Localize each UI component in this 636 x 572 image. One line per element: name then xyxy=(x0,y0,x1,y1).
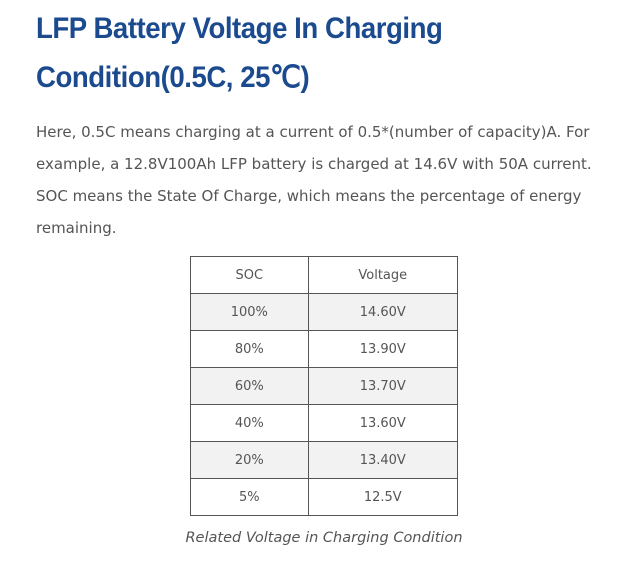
table-header-row: SOC Voltage xyxy=(190,256,459,294)
cell-voltage: 13.90V xyxy=(307,330,459,368)
table-row: 20% 13.40V xyxy=(190,441,459,479)
cell-soc: 60% xyxy=(190,367,309,405)
cell-soc: 40% xyxy=(190,404,309,442)
cell-voltage: 13.40V xyxy=(307,441,459,479)
table-row: 60% 13.70V xyxy=(190,367,459,405)
table-row: 100% 14.60V xyxy=(190,293,459,331)
voltage-table: SOC Voltage 100% 14.60V 80% 13.90V 60% 1… xyxy=(190,256,459,516)
cell-soc: 100% xyxy=(190,293,309,331)
page-title: LFP Battery Voltage In Charging Conditio… xyxy=(36,12,443,94)
cell-soc: 20% xyxy=(190,441,309,479)
table-row: 5% 12.5V xyxy=(190,478,459,516)
cell-soc: 80% xyxy=(190,330,309,368)
cell-voltage: 14.60V xyxy=(307,293,459,331)
intro-paragraph: Here, 0.5C means charging at a current o… xyxy=(36,123,592,237)
table-caption: Related Voltage in Charging Condition xyxy=(185,530,463,546)
table-row: 80% 13.90V xyxy=(190,330,459,368)
cell-voltage: 13.60V xyxy=(307,404,459,442)
cell-voltage: 13.70V xyxy=(307,367,459,405)
header-voltage: Voltage xyxy=(307,256,459,294)
cell-soc: 5% xyxy=(190,478,309,516)
table-row: 40% 13.60V xyxy=(190,404,459,442)
header-soc: SOC xyxy=(190,256,309,294)
cell-voltage: 12.5V xyxy=(307,478,459,516)
